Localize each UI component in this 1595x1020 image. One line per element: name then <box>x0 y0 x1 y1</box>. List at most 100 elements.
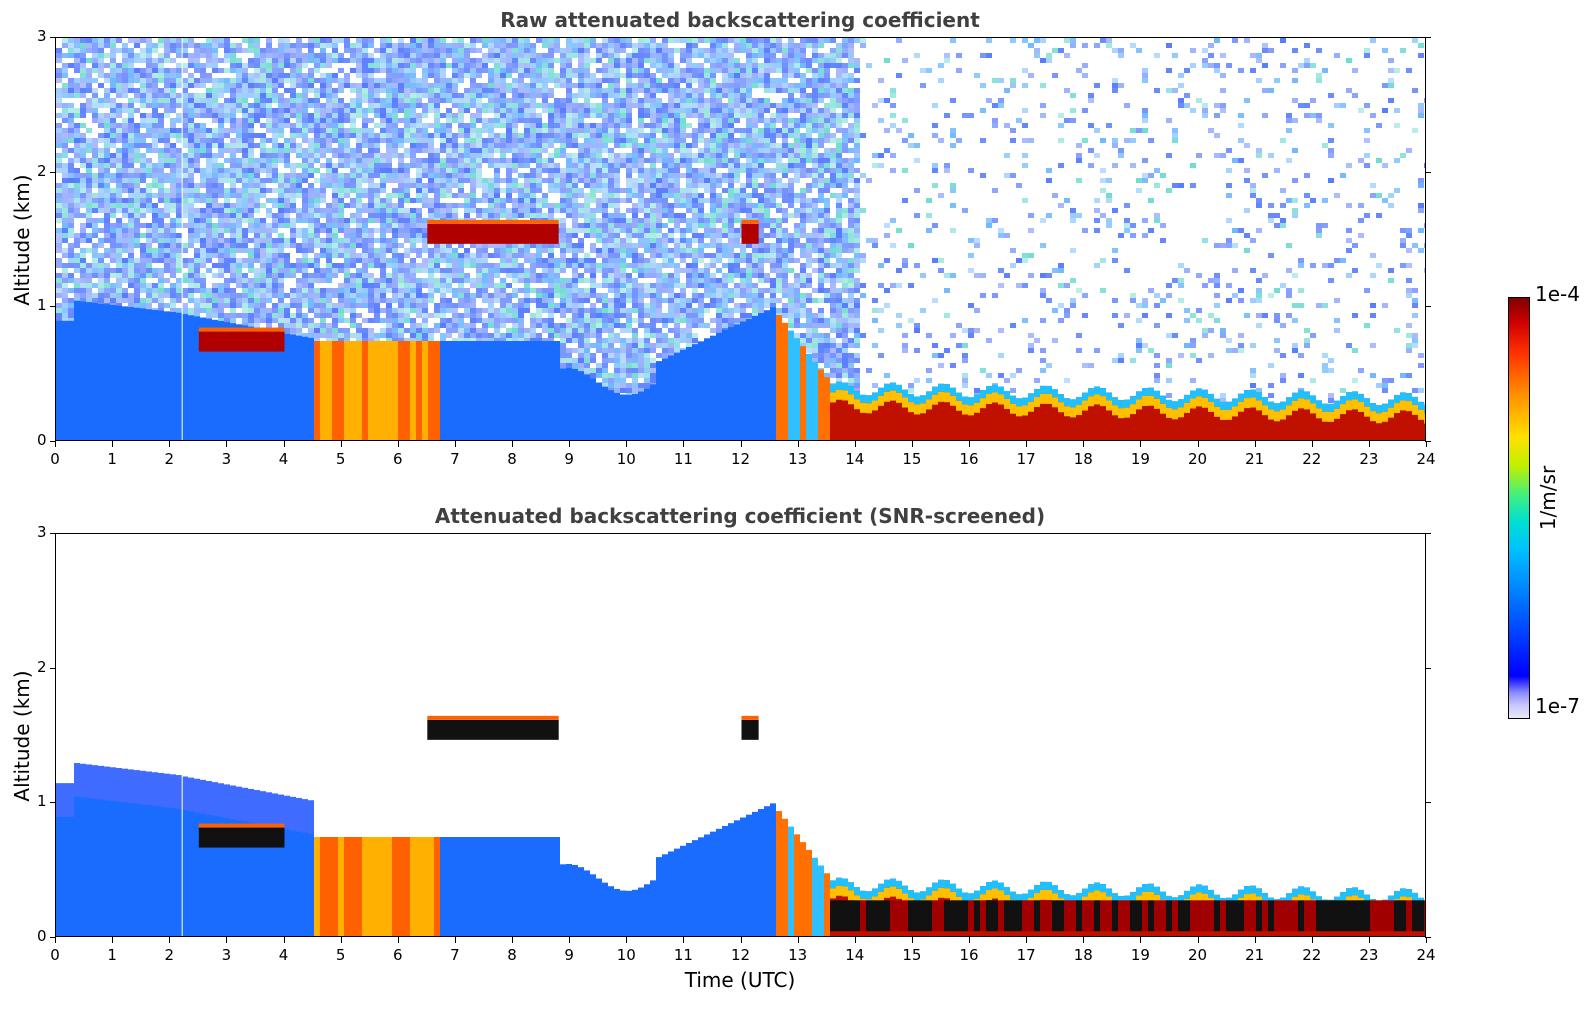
noise-cell <box>74 58 80 63</box>
noise-cell <box>206 73 212 78</box>
noise-cell <box>392 118 398 123</box>
noise-cell <box>212 108 218 113</box>
noise-cell <box>188 183 194 188</box>
noise-cell <box>176 98 182 103</box>
noise-cell <box>188 243 194 248</box>
noise-cell <box>110 283 116 288</box>
noise-cell <box>260 278 266 283</box>
noise-cell <box>56 318 62 323</box>
noise-cell <box>176 38 182 43</box>
noise-cell <box>374 303 380 308</box>
noise-cell <box>326 128 332 133</box>
noise-cell <box>128 248 134 253</box>
noise-cell <box>128 168 134 173</box>
noise-cell <box>314 93 320 98</box>
noise-cell <box>110 233 116 238</box>
noise-cell <box>170 248 176 253</box>
noise-cell <box>428 188 434 193</box>
noise-cell <box>362 253 368 258</box>
noise-cell <box>110 248 116 253</box>
noise-cell <box>350 298 356 303</box>
noise-cell <box>134 268 140 273</box>
noise-cell <box>110 253 116 258</box>
noise-cell <box>206 108 212 113</box>
noise-cell <box>440 43 446 48</box>
noise-cell <box>446 183 452 188</box>
noise-cell <box>374 148 380 153</box>
noise-cell <box>74 68 80 73</box>
noise-cell <box>464 293 470 298</box>
noise-cell <box>134 58 140 63</box>
noise-cell <box>56 218 62 223</box>
noise-cell <box>86 48 92 53</box>
noise-cell <box>368 208 374 213</box>
noise-cell <box>362 123 368 128</box>
noise-cell <box>104 193 110 198</box>
noise-cell <box>260 178 266 183</box>
noise-cell <box>458 163 464 168</box>
noise-cell <box>278 133 284 138</box>
noise-cell <box>164 53 170 58</box>
noise-cell <box>440 163 446 168</box>
noise-cell <box>362 168 368 173</box>
noise-cell <box>170 43 176 48</box>
noise-cell <box>398 283 404 288</box>
noise-cell <box>62 138 68 143</box>
noise-cell <box>380 288 386 293</box>
noise-cell <box>446 158 452 163</box>
noise-cell <box>74 253 80 258</box>
noise-cell <box>314 118 320 123</box>
noise-cell <box>320 293 326 298</box>
noise-cell <box>278 223 284 228</box>
noise-cell <box>104 38 110 43</box>
noise-cell <box>236 303 242 308</box>
noise-cell <box>278 248 284 253</box>
noise-cell <box>218 78 224 83</box>
noise-cell <box>302 253 308 258</box>
noise-cell <box>56 143 62 148</box>
noise-cell <box>56 198 62 203</box>
noise-cell <box>152 178 158 183</box>
noise-cell <box>116 208 122 213</box>
noise-cell <box>224 103 230 108</box>
noise-cell <box>224 58 230 63</box>
noise-cell <box>212 248 218 253</box>
noise-cell <box>416 223 422 228</box>
noise-cell <box>458 133 464 138</box>
noise-cell <box>482 53 488 58</box>
noise-cell <box>164 223 170 228</box>
noise-cell <box>284 323 290 328</box>
noise-cell <box>116 238 122 243</box>
noise-cell <box>452 113 458 118</box>
noise-cell <box>182 118 188 123</box>
noise-cell <box>182 193 188 198</box>
noise-cell <box>230 128 236 133</box>
noise-cell <box>134 178 140 183</box>
noise-cell <box>338 123 344 128</box>
noise-cell <box>272 143 278 148</box>
noise-cell <box>182 198 188 203</box>
noise-cell <box>440 273 446 278</box>
noise-cell <box>176 298 182 303</box>
noise-cell <box>356 288 362 293</box>
noise-cell <box>242 68 248 73</box>
noise-cell <box>410 133 416 138</box>
noise-cell <box>98 158 104 163</box>
noise-cell <box>470 148 476 153</box>
noise-cell <box>392 313 398 318</box>
noise-cell <box>308 318 314 323</box>
noise-cell <box>182 88 188 93</box>
noise-cell <box>98 273 104 278</box>
noise-cell <box>218 168 224 173</box>
noise-cell <box>296 148 302 153</box>
noise-cell <box>440 283 446 288</box>
noise-cell <box>458 43 464 48</box>
noise-cell <box>386 73 392 78</box>
noise-cell <box>482 263 488 268</box>
noise-cell <box>104 148 110 153</box>
noise-cell <box>242 278 248 283</box>
noise-cell <box>392 153 398 158</box>
noise-cell <box>446 108 452 113</box>
noise-cell <box>230 68 236 73</box>
noise-cell <box>332 113 338 118</box>
